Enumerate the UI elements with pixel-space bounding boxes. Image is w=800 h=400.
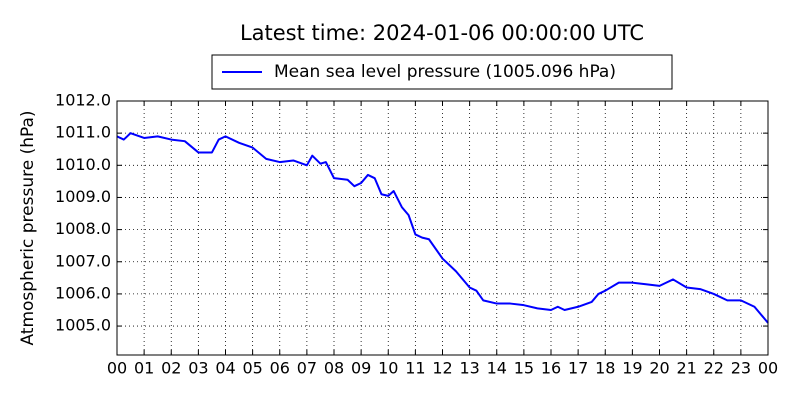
x-tick-label: 07 <box>297 359 317 378</box>
y-tick-label: 1006.0 <box>55 283 111 302</box>
x-tick-label: 17 <box>568 359 588 378</box>
x-tick-label: 16 <box>541 359 561 378</box>
x-tick-label: 12 <box>432 359 452 378</box>
x-tick-label: 15 <box>514 359 534 378</box>
x-tick-label: 11 <box>405 359 425 378</box>
x-tick-label: 08 <box>324 359 344 378</box>
y-axis-label: Atmospheric pressure (hPa) <box>18 110 38 345</box>
x-tick-label: 01 <box>134 359 154 378</box>
x-tick-label: 05 <box>242 359 262 378</box>
x-tick-label: 18 <box>595 359 615 378</box>
x-tick-label: 02 <box>161 359 181 378</box>
x-tick-label: 14 <box>487 359 507 378</box>
legend-label: Mean sea level pressure (1005.096 hPa) <box>274 62 616 82</box>
x-tick-label: 23 <box>731 359 751 378</box>
x-tick-label: 04 <box>215 359 235 378</box>
chart-title: Latest time: 2024-01-06 00:00:00 UTC <box>240 21 644 45</box>
x-tick-label: 10 <box>378 359 398 378</box>
x-tick-label: 21 <box>676 359 696 378</box>
x-tick-label: 06 <box>270 359 290 378</box>
data-line <box>116 132 769 324</box>
x-tick-label: 22 <box>704 359 724 378</box>
legend-box <box>211 54 673 90</box>
x-tick-label: 20 <box>649 359 669 378</box>
y-tick-label: 1009.0 <box>55 187 111 206</box>
plot-frame <box>116 100 769 356</box>
y-tick-label: 1010.0 <box>55 155 111 174</box>
x-tick-label: 03 <box>188 359 208 378</box>
x-tick-label: 00 <box>758 359 778 378</box>
y-tick-label: 1012.0 <box>55 91 111 110</box>
y-tick-label: 1005.0 <box>55 316 111 335</box>
x-tick-label: 09 <box>351 359 371 378</box>
y-tick-label: 1011.0 <box>55 123 111 142</box>
x-tick-label: 00 <box>107 359 127 378</box>
x-tick-label: 13 <box>459 359 479 378</box>
y-tick-label: 1008.0 <box>55 219 111 238</box>
x-tick-label: 19 <box>622 359 642 378</box>
y-tick-label: 1007.0 <box>55 251 111 270</box>
